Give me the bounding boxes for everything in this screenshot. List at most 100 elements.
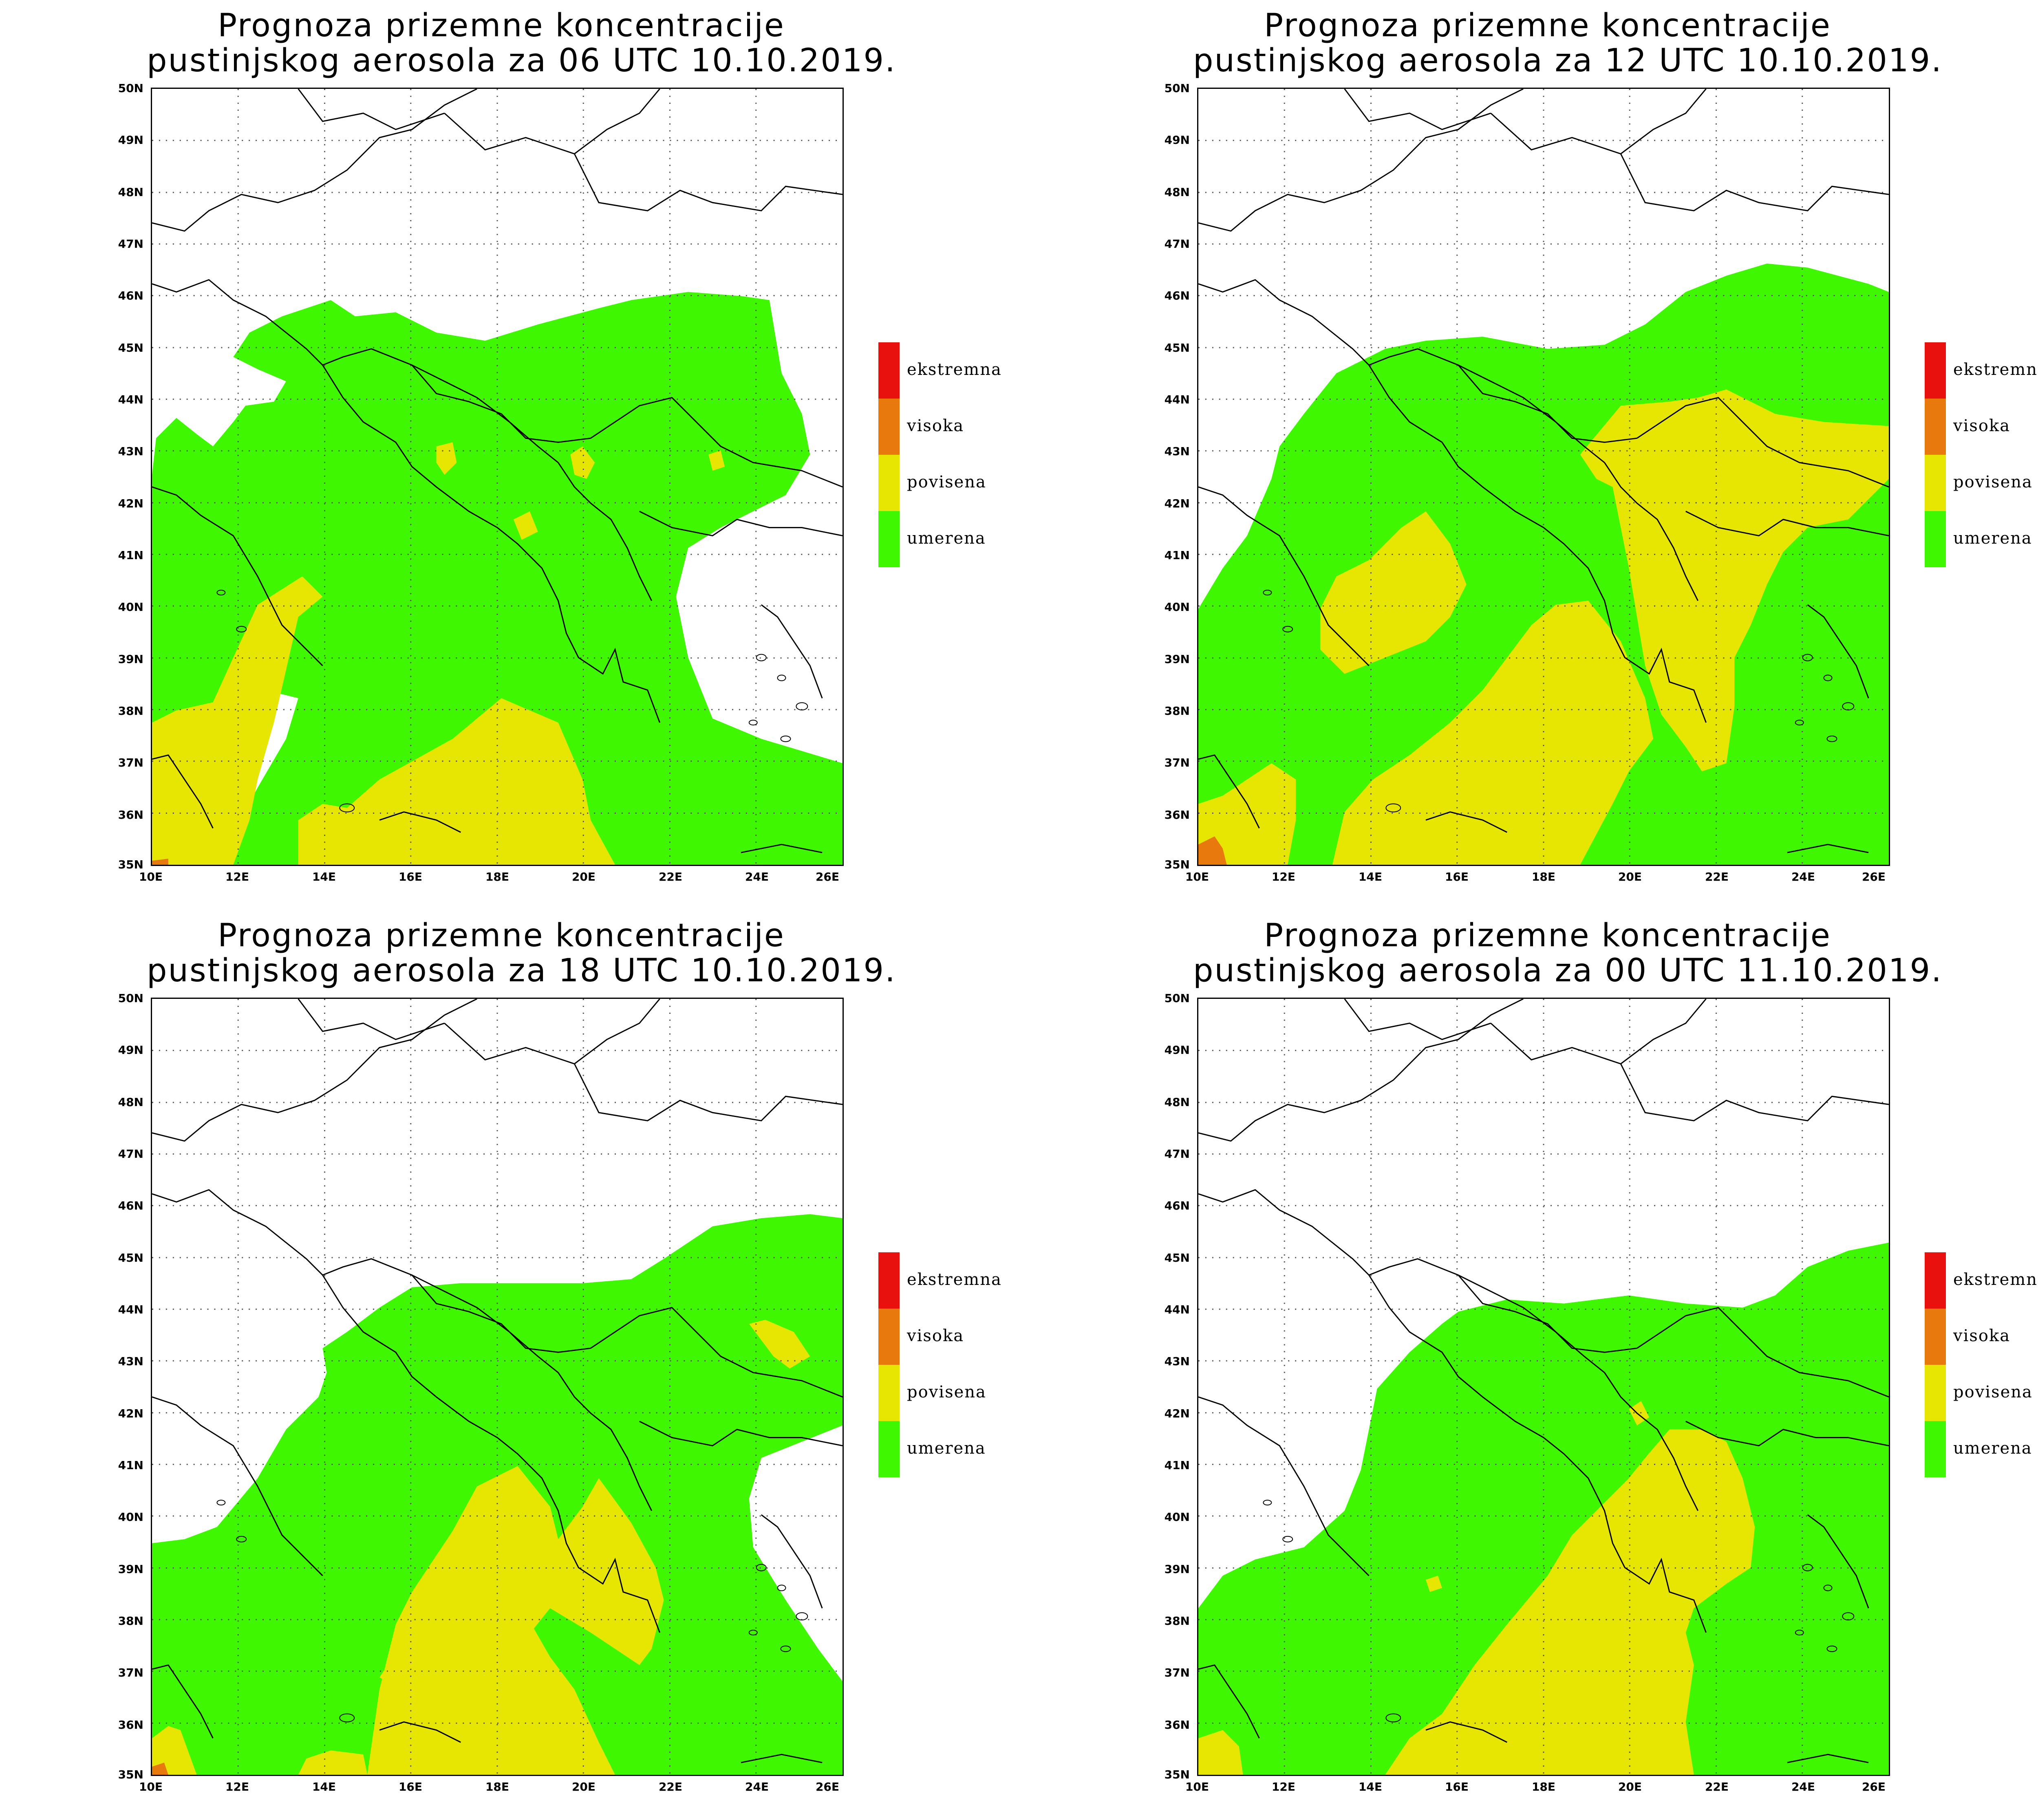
y-tick-label: 49N bbox=[1164, 133, 1190, 147]
borders-coastlines bbox=[1198, 999, 1889, 1763]
y-tick-label: 41N bbox=[118, 1459, 143, 1472]
legend-item-ekstremna: ekstremna bbox=[1925, 342, 2038, 399]
povisena-zone bbox=[152, 576, 323, 865]
y-tick-label: 40N bbox=[1164, 600, 1190, 614]
legend-item-visoka: visoka bbox=[1925, 1309, 2038, 1365]
x-tick-label: 24E bbox=[745, 870, 769, 884]
y-tick-label: 38N bbox=[1164, 1614, 1190, 1628]
x-tick-label: 24E bbox=[1791, 1780, 1815, 1794]
legend-label: ekstremna bbox=[907, 360, 1002, 379]
y-tick-label: 47N bbox=[118, 237, 143, 251]
title-line-1: Prognoza prizemne koncentracije bbox=[1264, 7, 1831, 44]
legend-item-ekstremna: ekstremna bbox=[878, 342, 1041, 399]
title-line-2: pustinjskog aerosola za 18 UTC 10.10.201… bbox=[147, 952, 896, 989]
x-tick-label: 10E bbox=[1185, 870, 1209, 884]
y-tick-label: 36N bbox=[118, 808, 143, 822]
x-tick-label: 16E bbox=[1445, 1780, 1469, 1794]
x-tick-label: 10E bbox=[1185, 1780, 1209, 1794]
legend: ekstremna visoka povisena umerena bbox=[1925, 342, 2038, 567]
x-tick-label: 18E bbox=[485, 1780, 510, 1794]
panel-title: Prognoza prizemne koncentracije pustinjs… bbox=[147, 917, 896, 989]
y-tick-label: 48N bbox=[1164, 1095, 1190, 1109]
povisena-zone bbox=[1580, 389, 1889, 771]
title-line-2: pustinjskog aerosola za 06 UTC 10.10.201… bbox=[147, 42, 896, 79]
lat-lon-grid bbox=[1198, 999, 1889, 1775]
y-tick-label: 47N bbox=[1164, 1147, 1190, 1161]
y-tick-label: 46N bbox=[118, 289, 143, 302]
y-tick-label: 50N bbox=[118, 82, 143, 95]
povisena-zone bbox=[379, 1665, 400, 1686]
legend-label: visoka bbox=[1953, 416, 2011, 435]
y-tick-label: 41N bbox=[1164, 549, 1190, 562]
y-tick-label: 41N bbox=[1164, 1459, 1190, 1472]
legend-label: umerena bbox=[1953, 529, 2032, 548]
povisena-zone bbox=[708, 450, 725, 471]
legend: ekstremna visoka povisena umerena bbox=[878, 1252, 1041, 1477]
x-tick-label: 16E bbox=[1445, 870, 1469, 884]
y-tick-label: 35N bbox=[1164, 1768, 1190, 1781]
title-line-2: pustinjskog aerosola za 12 UTC 10.10.201… bbox=[1193, 42, 1943, 79]
panel-title: Prognoza prizemne koncentracije pustinjs… bbox=[1193, 918, 1941, 988]
legend-label: visoka bbox=[1953, 1326, 2011, 1345]
x-tick-label: 22E bbox=[658, 1780, 683, 1794]
x-tick-label: 18E bbox=[485, 870, 510, 884]
y-tick-label: 46N bbox=[118, 1199, 143, 1212]
y-tick-label: 46N bbox=[1164, 289, 1190, 302]
y-tick-label: 36N bbox=[1164, 1718, 1190, 1732]
y-tick-label: 42N bbox=[118, 1407, 143, 1420]
legend-label: povisena bbox=[907, 1383, 986, 1401]
y-tick-label: 39N bbox=[1164, 652, 1190, 666]
x-tick-label: 12E bbox=[225, 1780, 249, 1794]
povisena-zone bbox=[570, 446, 595, 479]
map-area bbox=[1197, 998, 1890, 1776]
panel-title: Prognoza prizemne koncentracije pustinjs… bbox=[147, 7, 896, 79]
povisena-zone bbox=[749, 1320, 810, 1369]
y-tick-label: 36N bbox=[1164, 808, 1190, 822]
y-tick-label: 43N bbox=[118, 1355, 143, 1368]
y-tick-label: 37N bbox=[1164, 756, 1190, 769]
povisena-zone bbox=[367, 1466, 664, 1775]
islands bbox=[1263, 590, 1855, 813]
povisena-zone bbox=[1426, 1575, 1442, 1592]
legend-label: umerena bbox=[907, 529, 986, 548]
legend-item-povisena: povisena bbox=[878, 455, 1041, 511]
povisena-zone bbox=[1198, 763, 1296, 865]
legend-item-ekstremna: ekstremna bbox=[878, 1252, 1041, 1309]
lat-lon-grid bbox=[152, 999, 843, 1775]
borders-coastlines bbox=[152, 999, 843, 1763]
x-tick-label: 22E bbox=[658, 870, 683, 884]
x-tick-label: 14E bbox=[1358, 870, 1383, 884]
legend-swatch bbox=[1925, 455, 1946, 511]
legend-label: povisena bbox=[907, 473, 986, 491]
legend-item-povisena: povisena bbox=[1925, 455, 2038, 511]
povisena-zone bbox=[1198, 1730, 1243, 1775]
y-tick-label: 42N bbox=[1164, 497, 1190, 510]
povisena-zone bbox=[1385, 1429, 1755, 1775]
legend-item-ekstremna: ekstremna bbox=[1925, 1252, 2038, 1309]
legend-swatch bbox=[1925, 399, 1946, 455]
y-tick-label: 48N bbox=[1164, 185, 1190, 199]
povisena-zone bbox=[152, 1726, 197, 1775]
povisena-zone bbox=[298, 698, 615, 865]
x-tick-label: 26E bbox=[1862, 870, 1886, 884]
x-tick-label: 20E bbox=[1618, 870, 1642, 884]
map-area bbox=[151, 88, 844, 866]
y-tick-label: 39N bbox=[118, 1562, 143, 1576]
y-tick-label: 38N bbox=[118, 1614, 143, 1628]
povisena-zone bbox=[1332, 601, 1654, 865]
legend-swatch bbox=[878, 1252, 900, 1309]
legend: ekstremna visoka povisena umerena bbox=[878, 342, 1041, 567]
x-tick-label: 10E bbox=[139, 1780, 163, 1794]
legend-item-umerena: umerena bbox=[1925, 511, 2038, 567]
legend-item-visoka: visoka bbox=[878, 399, 1041, 455]
title-line-1: Prognoza prizemne koncentracije bbox=[218, 7, 785, 44]
y-tick-label: 42N bbox=[1164, 1407, 1190, 1420]
y-tick-label: 48N bbox=[118, 185, 143, 199]
visoka-zone bbox=[152, 859, 168, 865]
y-tick-label: 45N bbox=[118, 341, 143, 355]
y-tick-label: 44N bbox=[118, 393, 143, 406]
x-tick-label: 16E bbox=[398, 1780, 423, 1794]
x-tick-label: 18E bbox=[1531, 870, 1556, 884]
legend-label: povisena bbox=[1953, 1383, 2033, 1401]
title-line-1: Prognoza prizemne koncentracije bbox=[218, 917, 785, 954]
